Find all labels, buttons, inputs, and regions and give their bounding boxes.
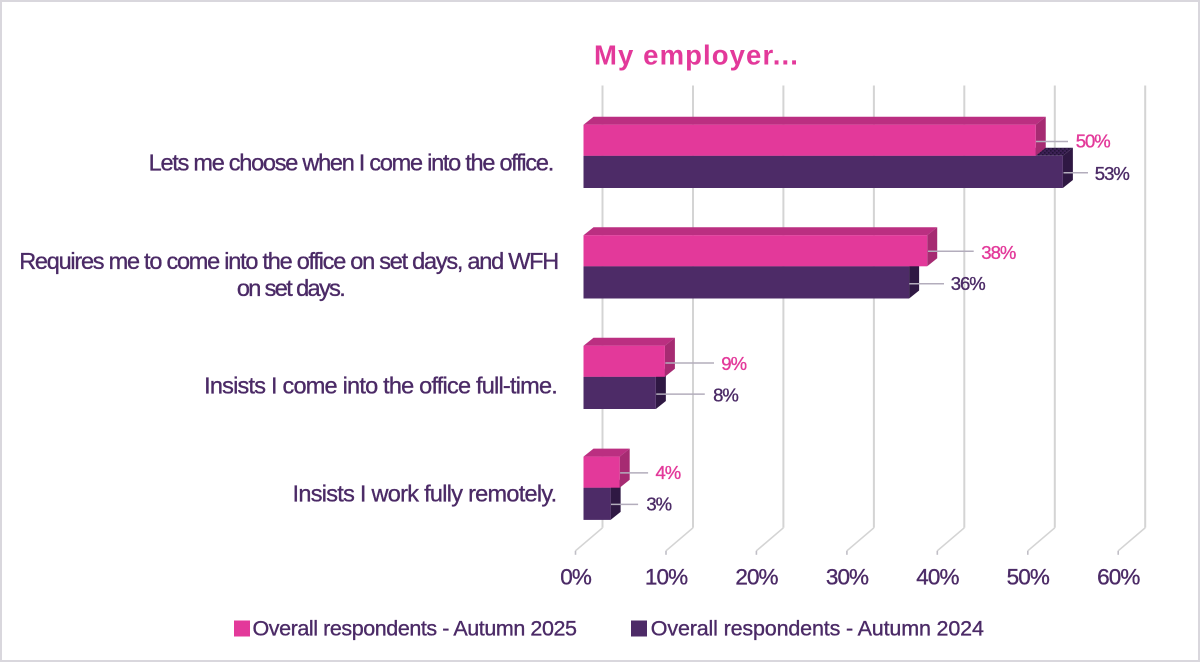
svg-text:Lets me choose when I come int: Lets me choose when I come into the offi… — [149, 149, 553, 175]
svg-text:Requires me to come into the o: Requires me to come into the office on s… — [19, 248, 558, 274]
svg-text:8%: 8% — [713, 385, 738, 406]
svg-text:30%: 30% — [826, 564, 869, 589]
svg-text:Overall respondents - Autumn 2: Overall respondents - Autumn 2024 — [651, 617, 984, 641]
svg-text:Insists I come into the office: Insists I come into the office full-time… — [204, 373, 557, 399]
svg-text:0%: 0% — [560, 564, 592, 589]
svg-text:10%: 10% — [645, 564, 688, 589]
svg-text:36%: 36% — [951, 273, 986, 294]
svg-text:20%: 20% — [735, 564, 778, 589]
svg-text:50%: 50% — [1007, 564, 1050, 589]
svg-text:38%: 38% — [981, 242, 1016, 263]
svg-text:53%: 53% — [1095, 163, 1130, 184]
svg-text:9%: 9% — [721, 353, 746, 374]
svg-text:My employer...: My employer... — [594, 40, 799, 71]
svg-text:on set days.: on set days. — [237, 275, 344, 301]
svg-text:Insists I work fully remotely.: Insists I work fully remotely. — [293, 481, 557, 507]
svg-text:40%: 40% — [916, 564, 959, 589]
svg-text:60%: 60% — [1097, 564, 1140, 589]
svg-text:50%: 50% — [1076, 131, 1111, 152]
svg-text:3%: 3% — [646, 494, 671, 515]
svg-text:4%: 4% — [656, 462, 681, 483]
svg-text:Overall respondents - Autumn 2: Overall respondents - Autumn 2025 — [253, 617, 578, 641]
